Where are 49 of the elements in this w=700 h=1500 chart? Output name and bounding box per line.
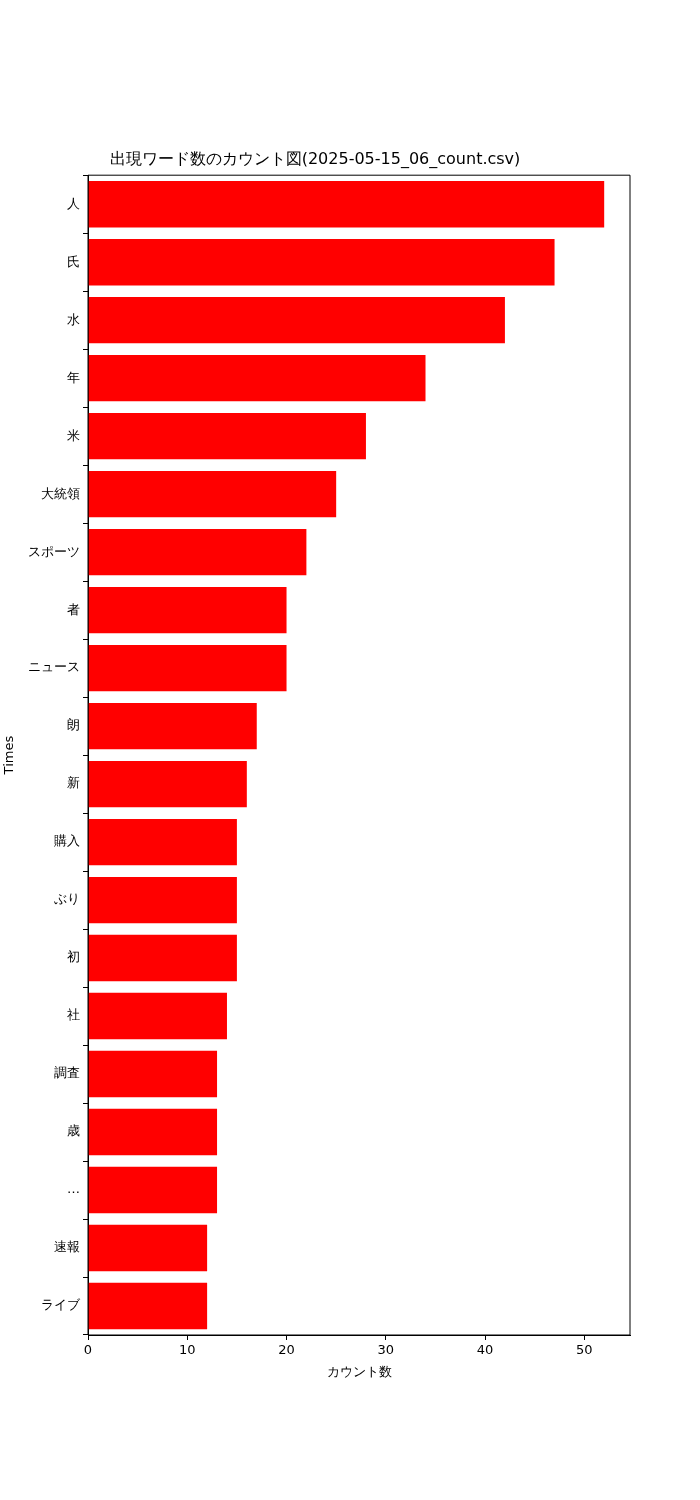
y-tick-label: 大統領 [41, 485, 80, 501]
chart-title: 出現ワード数のカウント図(2025-05-15_06_count.csv) [109, 148, 521, 169]
y-tick-label: 水 [67, 311, 80, 327]
y-tick-label: スポーツ [28, 543, 80, 559]
x-tick-label: 40 [476, 1342, 494, 1358]
bar [88, 412, 366, 460]
bar [88, 181, 605, 228]
y-tick-label: 朗 [67, 717, 80, 733]
y-tick-label: 調査 [54, 1065, 80, 1081]
y-tick-label: 米 [67, 427, 80, 443]
bar [88, 1050, 218, 1098]
bar [88, 354, 426, 402]
y-axis-title: Times [1, 735, 17, 776]
bar [88, 296, 505, 344]
y-tick-label: 歳 [67, 1123, 80, 1139]
y-tick-label: 年 [67, 369, 80, 385]
bar [88, 528, 307, 576]
y-tick-label: ライブ [41, 1297, 81, 1313]
bar [88, 586, 287, 634]
x-tick-label: 30 [377, 1342, 395, 1358]
y-tick-label: ぶり [54, 891, 80, 907]
x-tick-label: 20 [278, 1342, 295, 1358]
y-tick-label: 新 [67, 775, 80, 791]
bar [88, 1282, 208, 1330]
y-tick-label: 初 [67, 949, 80, 965]
x-tick-label: 0 [83, 1342, 93, 1358]
bar [88, 818, 237, 866]
y-tick-label: 人 [67, 195, 80, 211]
bar [88, 1166, 218, 1214]
x-tick-label: 10 [178, 1342, 196, 1358]
y-tick-label: 氏 [67, 253, 80, 269]
bar [88, 992, 227, 1040]
bar [88, 876, 237, 924]
y-tick-label: 社 [67, 1007, 80, 1023]
bar [88, 470, 337, 518]
bar [88, 1224, 208, 1272]
x-tick-label: 50 [576, 1342, 593, 1358]
y-tick-label: 者 [67, 601, 80, 617]
bar [88, 1108, 218, 1156]
x-axis-title: カウント数 [326, 1363, 392, 1379]
y-tick-label: 速報 [54, 1239, 80, 1255]
y-tick-label: 購入 [54, 833, 80, 849]
y-tick-label: … [67, 1181, 80, 1197]
bar [88, 644, 287, 692]
y-tick-label: ニュース [28, 659, 80, 675]
bar [88, 702, 257, 750]
bar [88, 238, 555, 286]
bar [88, 760, 247, 808]
bar [88, 934, 237, 982]
